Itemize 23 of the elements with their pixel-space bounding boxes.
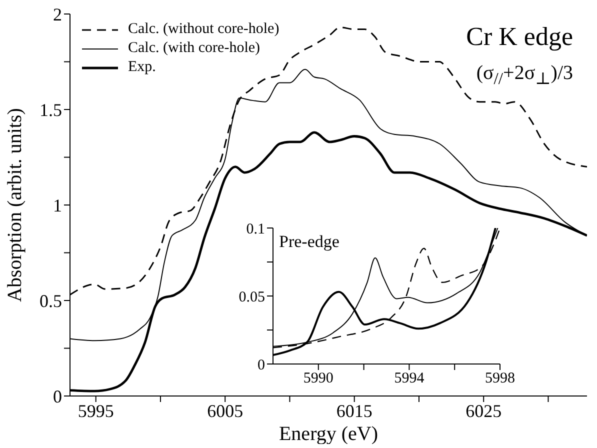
y-tick-label: 0	[53, 386, 62, 406]
y-tick-label: 0.5	[40, 290, 62, 311]
x-tick-label: 6025	[466, 400, 502, 421]
y-tick-label: 0.05	[238, 289, 265, 306]
y-tick-label: 2	[53, 4, 62, 24]
x-tick-label: 5994	[394, 370, 425, 387]
y-tick-label: 1	[53, 195, 62, 216]
x-tick-label: 5995	[78, 400, 114, 421]
y-tick-label: 1.5	[40, 100, 62, 120]
x-tick-label: 6015	[336, 400, 372, 421]
legend-label: Calc. (without core-hole)	[128, 21, 280, 38]
x-tick-label: 5998	[485, 370, 515, 387]
annotation: (σ$_{//}$+2σ$_{⊥}$)/3	[476, 62, 573, 89]
x-tick-label: 5990	[303, 370, 334, 387]
x-axis-title: Energy (eV)	[278, 423, 378, 445]
x-tick-label: 6005	[207, 400, 244, 421]
legend-label: Calc. (with core-hole)	[128, 40, 260, 57]
annotation: Cr K edge	[466, 22, 573, 52]
y-tick-label: 0	[258, 357, 265, 374]
chart-title: Pre-edge	[279, 232, 340, 252]
y-axis-title: Absorption (arbit. units)	[4, 108, 26, 302]
legend-label: Exp.	[128, 59, 156, 76]
y-tick-label: 0.1	[246, 221, 265, 238]
